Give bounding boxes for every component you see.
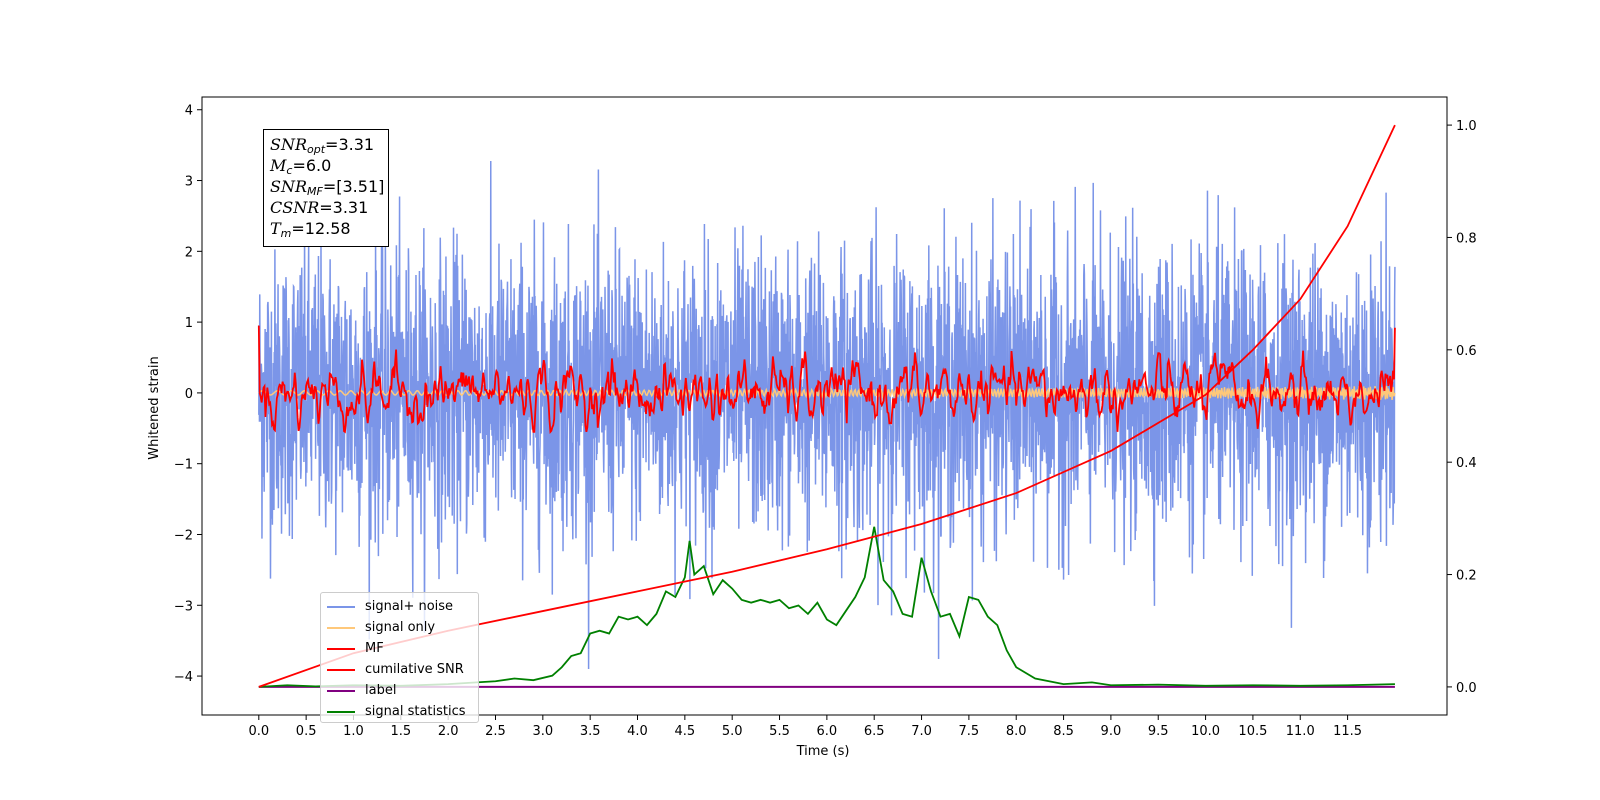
series-cumulative-snr: [258, 124, 1396, 688]
y-tick-label-right: 0.6: [1456, 344, 1477, 359]
x-tick-label: 5.5: [769, 724, 790, 739]
stats-annotation-box: SNRopt=3.31 Mc=6.0 SNRMF=[3.51] CSNR=3.3…: [263, 129, 389, 247]
x-tick-label: 0.0: [248, 724, 269, 739]
mc-line: Mc=6.0: [270, 156, 332, 177]
x-axis-label: Time (s): [796, 744, 850, 759]
legend-swatch: [327, 647, 355, 650]
y-tick-label-left: 2: [185, 245, 193, 260]
x-tick-label: 2.0: [438, 724, 459, 739]
legend: signal+ noise signal only MF cumilative …: [320, 592, 479, 723]
y-tick-label-left: 4: [185, 104, 193, 119]
x-tick-label: 2.5: [485, 724, 506, 739]
y-tick-label-right: 0.0: [1456, 681, 1477, 696]
y-tick-label-left: 0: [185, 387, 193, 402]
x-tick-label: 11.5: [1333, 724, 1362, 739]
legend-item-signal-statistics: signal statistics: [327, 701, 472, 722]
x-tick-label: 3.0: [532, 724, 553, 739]
legend-item-label: label: [327, 680, 472, 701]
y-tick-label-left: −1: [174, 458, 193, 473]
x-tick-label: 9.5: [1148, 724, 1169, 739]
csnr-line: CSNR=3.31: [270, 198, 369, 217]
x-tick-label: 1.5: [390, 724, 411, 739]
legend-swatch: [327, 689, 355, 692]
x-tick-label: 5.0: [722, 724, 743, 739]
y-tick-label-left: −4: [174, 670, 193, 685]
snr-opt-line: SNRopt=3.31: [270, 135, 375, 156]
y-tick-label-left: 1: [185, 316, 193, 331]
legend-swatch: [327, 605, 355, 608]
legend-swatch: [327, 668, 355, 671]
y-axis-label: Whitened strain: [147, 356, 162, 459]
y-tick-label-left: 3: [185, 175, 193, 190]
x-tick-label: 0.5: [296, 724, 317, 739]
legend-swatch: [327, 626, 355, 629]
legend-swatch: [327, 710, 355, 713]
x-tick-label: 4.5: [675, 724, 696, 739]
plot-frame: [201, 96, 1448, 716]
x-tick-label: 11.0: [1286, 724, 1315, 739]
x-tick-label: 10.0: [1191, 724, 1220, 739]
x-tick-label: 7.5: [959, 724, 980, 739]
series-signal-statistics: [258, 526, 1395, 688]
legend-item-signal-noise: signal+ noise: [327, 596, 472, 617]
y-tick-label-right: 0.4: [1456, 456, 1477, 471]
x-tick-label: 7.0: [911, 724, 932, 739]
legend-item-signal-only: signal only: [327, 617, 472, 638]
snr-mf-line: SNRMF=[3.51]: [270, 177, 385, 198]
y-tick-label-right: 0.2: [1456, 569, 1477, 584]
x-tick-label: 6.5: [864, 724, 885, 739]
x-tick-label: 9.0: [1101, 724, 1122, 739]
series-signal-noise: [258, 161, 1396, 669]
y-tick-label-left: −3: [174, 599, 193, 614]
y-tick-label-left: −2: [174, 528, 193, 543]
series-mf: [257, 325, 1396, 434]
x-tick-label: 4.0: [627, 724, 648, 739]
x-tick-label: 10.5: [1238, 724, 1267, 739]
legend-item-mf: MF: [327, 638, 472, 659]
legend-item-cumulative-snr: cumilative SNR: [327, 659, 472, 680]
x-tick-label: 1.0: [343, 724, 364, 739]
y-tick-label-right: 1.0: [1456, 119, 1477, 134]
x-tick-label: 6.0: [817, 724, 838, 739]
x-tick-label: 3.5: [580, 724, 601, 739]
y-tick-label-right: 0.8: [1456, 231, 1477, 246]
x-tick-label: 8.5: [1053, 724, 1074, 739]
tm-line: Tm=12.58: [270, 219, 351, 240]
x-tick-label: 8.0: [1006, 724, 1027, 739]
